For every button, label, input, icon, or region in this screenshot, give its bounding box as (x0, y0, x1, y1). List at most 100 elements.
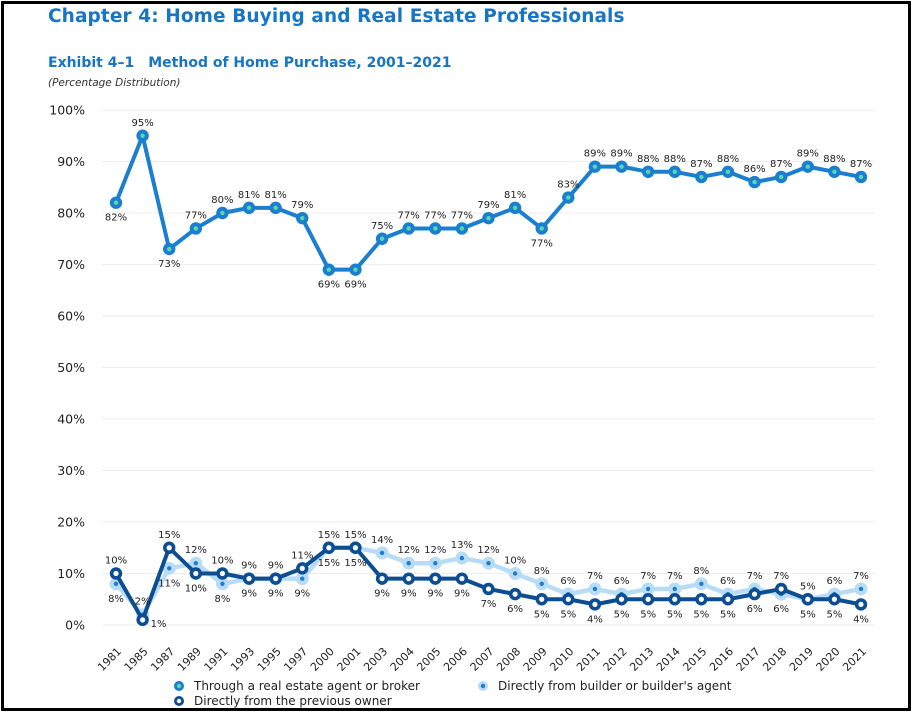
legend-marker-agent-icon (174, 681, 184, 691)
data-point-agent (296, 211, 309, 225)
chapter-title: Chapter 4: Home Buying and Real Estate P… (48, 6, 625, 27)
data-point-builder (189, 556, 203, 570)
data-label-builder: 7% (667, 571, 683, 582)
data-point-agent (136, 129, 149, 142)
data-label-owner: 15% (158, 530, 180, 541)
data-label-agent: 69% (318, 280, 340, 291)
data-point-agent (774, 170, 788, 184)
data-point-agent (216, 206, 229, 220)
data-label-builder: 8% (534, 566, 550, 577)
data-point-owner (349, 541, 362, 554)
data-label-agent: 88% (823, 154, 845, 165)
data-label-owner: 5% (560, 609, 576, 620)
data-point-builder (375, 546, 389, 560)
x-tick-label: 2004 (388, 645, 417, 674)
data-label-agent: 89% (584, 149, 606, 160)
x-tick-label: 1987 (148, 645, 177, 674)
data-point-owner (136, 613, 149, 627)
legend-marker-owner-icon (174, 696, 184, 706)
data-label-owner: 9% (268, 561, 284, 572)
data-point-agent (349, 263, 362, 276)
data-point-builder (854, 582, 868, 596)
data-point-owner (296, 562, 309, 575)
data-label-builder: 12% (398, 545, 420, 556)
data-label-agent: 83% (557, 180, 579, 191)
data-label-builder: 7% (587, 571, 603, 582)
data-label-builder: 5% (800, 581, 816, 592)
data-label-owner: 4% (853, 614, 869, 625)
data-point-agent (508, 201, 522, 215)
data-point-agent (535, 222, 548, 235)
x-tick-label: 2021 (840, 645, 869, 674)
data-label-owner: 5% (667, 609, 683, 620)
x-tick-label: 1985 (122, 645, 151, 674)
x-tick-label: 1997 (281, 645, 310, 674)
x-tick-label: 2008 (494, 645, 523, 674)
data-label-agent: 73% (158, 259, 180, 270)
data-label-builder: 6% (773, 604, 789, 615)
data-point-owner (774, 582, 788, 596)
data-point-owner (854, 598, 868, 611)
data-label-builder: 7% (640, 571, 656, 582)
data-labels: 82% 95% 73% 77% 80% 81% 81% 79% 69% 69% 75% 77% 77% 7… (105, 118, 872, 630)
x-tick-label: 2003 (361, 645, 390, 674)
data-label-agent: 79% (477, 200, 499, 211)
data-point-owner (508, 587, 522, 601)
data-point-agent (242, 201, 256, 215)
y-tick-label: 90% (57, 154, 85, 169)
data-point-owner (695, 593, 708, 606)
x-tick-label: 1995 (255, 645, 284, 674)
data-point-agent (163, 242, 176, 256)
data-label-owner: 6% (747, 604, 763, 615)
data-label-builder: 8% (108, 594, 124, 605)
x-tick-label: 2007 (468, 645, 497, 674)
data-point-agent (748, 175, 761, 189)
legend-item-builder: Directly from builder or builder's agent (476, 679, 732, 693)
data-point-builder (402, 556, 416, 570)
data-label-agent: 80% (211, 195, 233, 206)
data-point-owner (189, 567, 203, 580)
data-point-agent (668, 165, 681, 178)
x-tick-label: 2013 (627, 645, 656, 674)
data-label-owner: 5% (640, 609, 656, 620)
data-label-owner: 15% (344, 530, 366, 541)
data-label-builder: 9% (294, 589, 310, 600)
data-label-builder: 9% (241, 589, 257, 600)
data-label-owner: 5% (693, 609, 709, 620)
data-point-owner (242, 572, 256, 585)
data-point-owner (109, 567, 123, 580)
legend-label-owner: Directly from the previous owner (194, 694, 392, 708)
data-point-agent (189, 222, 203, 235)
data-label-owner: 11% (291, 550, 313, 561)
data-label-builder: 10% (504, 556, 526, 567)
data-label-owner: 1% (151, 619, 167, 630)
data-label-owner: 5% (826, 609, 842, 620)
y-tick-label: 50% (57, 360, 85, 375)
data-point-builder (588, 582, 602, 596)
x-tick-label: 2000 (308, 645, 337, 674)
data-label-builder: 13% (451, 540, 473, 551)
x-tick-label: 2001 (335, 645, 364, 674)
data-point-owner (721, 593, 735, 606)
y-tick-label: 40% (57, 412, 85, 427)
data-label-builder: 6% (560, 576, 576, 587)
data-label-owner: 10% (105, 556, 127, 567)
data-point-agent (801, 160, 814, 173)
data-point-builder (428, 556, 442, 570)
data-point-owner (535, 593, 548, 606)
data-point-builder (668, 582, 682, 596)
data-label-builder: 12% (477, 545, 499, 556)
data-label-builder: 6% (826, 576, 842, 587)
data-point-agent (641, 165, 655, 178)
x-tick-label: 1993 (228, 645, 257, 674)
data-label-agent: 77% (398, 210, 420, 221)
x-tick-label: 1991 (202, 645, 231, 674)
y-tick-label: 100% (49, 103, 85, 118)
y-tick-label: 60% (57, 309, 85, 324)
x-tick-label: 2009 (521, 645, 550, 674)
data-point-agent (588, 160, 602, 173)
data-point-owner (269, 572, 282, 585)
x-tick-label: 1989 (175, 645, 204, 674)
data-label-agent: 87% (690, 159, 712, 170)
data-point-agent (322, 263, 336, 276)
